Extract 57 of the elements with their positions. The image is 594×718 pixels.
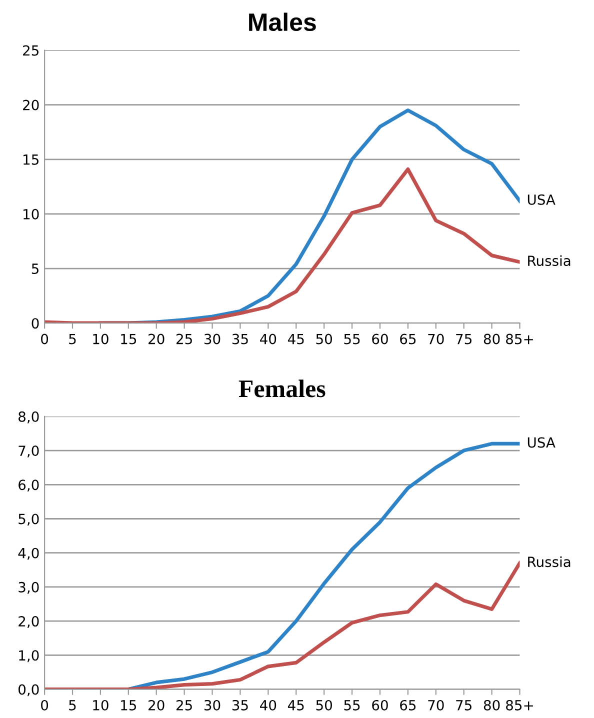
- x-tick-label: 25: [176, 334, 192, 344]
- y-tick-label: 25: [23, 45, 38, 56]
- x-tick-label: 15: [121, 700, 136, 710]
- x-tick-label: 70: [428, 334, 444, 344]
- x-tick-label: 50: [316, 700, 332, 710]
- x-tick-label: 50: [316, 334, 332, 344]
- x-tick-label: 10: [93, 334, 108, 344]
- y-tick-label: 3,0: [18, 582, 39, 594]
- x-tick-label: 45: [288, 700, 304, 710]
- x-tick-label: 40: [260, 334, 276, 344]
- x-tick-label: 5: [69, 334, 76, 344]
- y-tick-label: 5: [32, 264, 38, 274]
- x-tick-label: 45: [288, 334, 304, 344]
- x-tick-label: 65: [400, 700, 416, 710]
- x-tick-label: 70: [428, 700, 444, 710]
- y-tick-label: 8,0: [18, 411, 39, 424]
- x-tick-label: 75: [456, 334, 472, 344]
- y-tick-label: 1,0: [19, 650, 39, 662]
- x-tick-label: 80: [484, 334, 500, 344]
- y-tick-label: 15: [24, 154, 38, 165]
- x-tick-label: 85+: [506, 700, 533, 710]
- x-tick-label: 35: [232, 700, 248, 710]
- y-tick-label: 4,0: [18, 548, 39, 560]
- x-tick-label: 80: [484, 700, 500, 710]
- x-tick-label: 65: [400, 334, 416, 344]
- y-tick-label: 0: [32, 318, 39, 329]
- y-tick-label: 2,0: [18, 616, 39, 628]
- x-tick-label: 10: [93, 700, 108, 710]
- x-tick-label: 0: [41, 700, 48, 710]
- y-tick-label: 7,0: [18, 446, 39, 458]
- series-label: Russia: [528, 556, 570, 568]
- series-label: Russia: [528, 255, 570, 266]
- x-tick-label: 35: [232, 334, 248, 344]
- y-tick-label: 20: [23, 100, 39, 110]
- series-label: USA: [528, 437, 556, 448]
- x-tick-label: 20: [148, 334, 164, 344]
- x-tick-label: 25: [176, 700, 192, 710]
- x-tick-label: 20: [148, 700, 164, 710]
- x-tick-label: 60: [372, 334, 388, 344]
- x-tick-label: 15: [121, 334, 136, 344]
- x-tick-label: 30: [204, 700, 220, 710]
- x-tick-label: 5: [69, 700, 76, 710]
- x-tick-label: 55: [344, 700, 360, 710]
- y-tick-label: 6,0: [18, 480, 39, 492]
- series-label: USA: [528, 194, 556, 205]
- x-tick-label: 0: [41, 334, 48, 344]
- x-tick-label: 55: [344, 334, 360, 344]
- chart-title: Males: [249, 12, 316, 32]
- x-tick-label: 40: [260, 700, 276, 710]
- y-tick-label: 0,0: [18, 684, 39, 696]
- y-tick-label: 5,0: [18, 514, 39, 526]
- chart-title: Females: [238, 380, 326, 398]
- y-tick-label: 10: [24, 208, 39, 220]
- x-tick-label: 60: [372, 700, 388, 710]
- x-tick-label: 85+: [506, 334, 533, 344]
- x-tick-label: 75: [456, 700, 472, 710]
- x-tick-label: 30: [204, 334, 220, 344]
